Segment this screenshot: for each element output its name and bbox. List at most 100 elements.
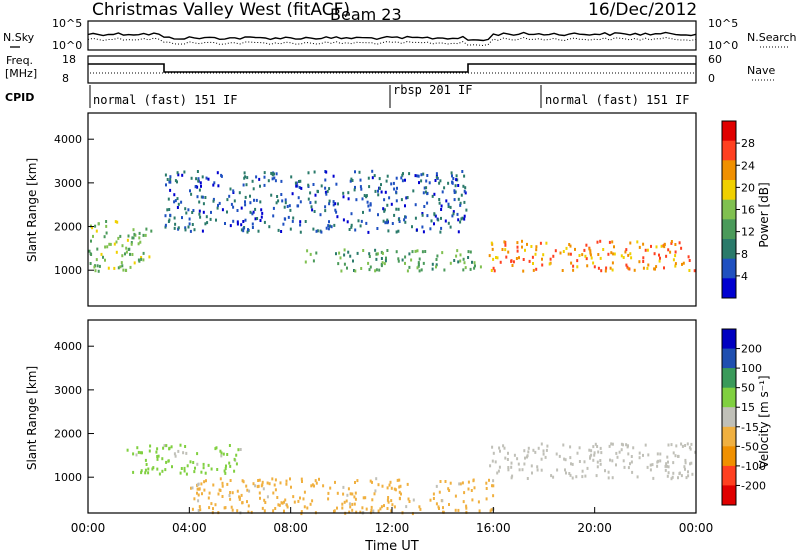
- power-cell-3: [296, 184, 299, 188]
- power-cell-3: [421, 212, 424, 215]
- velocity-cell-1: [147, 467, 150, 471]
- power-cell-1: [678, 241, 681, 245]
- power-cell-3: [164, 214, 167, 218]
- power-cell-3: [251, 226, 254, 229]
- power-cell-2: [462, 268, 465, 272]
- power-cell-2: [467, 250, 470, 254]
- power-cell-1: [534, 252, 537, 256]
- velocity-cell-1: [235, 453, 238, 457]
- power-cell-3: [444, 219, 447, 223]
- power-cell-3: [454, 184, 457, 188]
- power-cell-3: [447, 221, 450, 225]
- velocity-cell-2: [289, 477, 291, 481]
- power-cell-1: [688, 259, 691, 262]
- power-cell-0: [95, 229, 98, 233]
- power-cell-3: [426, 174, 429, 177]
- power-cell-1: [552, 254, 555, 258]
- freq-tick-bottom: 8: [62, 72, 69, 85]
- power-cell-3: [283, 205, 286, 209]
- power-cell-1: [576, 259, 579, 263]
- velocity-cell-2: [435, 484, 438, 488]
- power-cell-3: [174, 179, 177, 183]
- power-cell-3: [192, 209, 195, 212]
- velocity-cell-1: [147, 471, 150, 475]
- power-cell-3: [426, 191, 429, 195]
- power-cell-1: [627, 267, 630, 271]
- velocity-cell-0: [546, 444, 549, 448]
- power-cell-2: [479, 265, 482, 269]
- power-cell-1: [642, 242, 645, 246]
- power-cell-3: [284, 217, 287, 221]
- power-cell-1: [633, 268, 636, 272]
- velocity-cell-2: [365, 507, 368, 511]
- power-cell-3: [291, 219, 294, 223]
- power-cell-3: [244, 195, 247, 199]
- velocity-cell-2: [336, 491, 339, 495]
- power-cell-1: [576, 265, 579, 269]
- velocity-cell-2: [196, 491, 198, 495]
- power-cell-0: [137, 258, 140, 262]
- power-cell-2: [404, 255, 407, 259]
- power-cell-3: [316, 189, 319, 193]
- power-cell-3: [199, 181, 202, 185]
- power-cell-3: [230, 202, 233, 206]
- power-cell-3: [406, 196, 409, 199]
- velocity-cell-2: [214, 503, 217, 507]
- power-cell-3: [398, 220, 401, 223]
- power-cell-3: [207, 177, 210, 181]
- velocity-cell-1: [135, 453, 138, 457]
- velocity-cell-2: [247, 510, 250, 514]
- velocity-cell-1: [228, 444, 231, 447]
- power-cell-0: [132, 228, 135, 232]
- velocity-cell-2: [272, 509, 275, 513]
- velocity-cell-1: [156, 447, 159, 451]
- velocity-cell-0: [545, 448, 548, 452]
- velocity-cell-2: [191, 486, 194, 490]
- power-cell-2: [435, 263, 438, 267]
- power-cell-1: [655, 245, 658, 249]
- power-cell-3: [270, 193, 273, 197]
- beam-label: Beam 23: [330, 5, 402, 24]
- power-cell-3: [382, 207, 385, 211]
- power-cell-2: [416, 249, 419, 253]
- power-cell-0: [142, 258, 145, 262]
- power-cell-3: [404, 215, 407, 219]
- velocity-cell-0: [504, 456, 507, 460]
- power-cell-3: [289, 227, 292, 231]
- power-cell-1: [549, 257, 552, 261]
- velocity-cell-2: [470, 489, 473, 492]
- power-cell-2: [431, 267, 434, 271]
- power-cell-1: [568, 243, 571, 246]
- power-cell-3: [188, 217, 191, 221]
- power-cell-3: [212, 197, 215, 201]
- velocity-cell-2: [230, 505, 233, 509]
- velocity-cell-0: [689, 447, 692, 451]
- power-cell-3: [232, 219, 235, 223]
- power-cell-1: [492, 257, 495, 261]
- velocity-cell-2: [393, 487, 396, 491]
- power-cell-3: [205, 215, 208, 219]
- velocity-cell-2: [207, 496, 210, 500]
- power-cell-0: [127, 234, 130, 238]
- power-cell-1: [542, 253, 545, 257]
- power-cell-1: [541, 263, 544, 267]
- power-cell-3: [280, 230, 283, 233]
- velocity-cell-2: [246, 500, 248, 504]
- power-cell-3: [229, 224, 232, 228]
- velocity-cell-2: [242, 480, 245, 484]
- power-cell-1: [647, 263, 650, 267]
- power-cell-3: [242, 220, 245, 223]
- velocity-cell-2: [200, 482, 203, 486]
- power-cell-3: [174, 222, 177, 226]
- power-cell-1: [496, 256, 499, 260]
- velocity-cell-1: [156, 457, 159, 461]
- power-cell-1: [585, 243, 588, 247]
- velocity-cell-2: [393, 505, 396, 509]
- velocity-cell-0: [523, 449, 526, 453]
- power-cell-1: [569, 244, 572, 248]
- power-cell-1: [669, 250, 672, 254]
- power-cell-3: [415, 228, 418, 232]
- velocity-cell-0: [502, 444, 505, 448]
- velocity-cell-0: [689, 462, 691, 466]
- power-cell-3: [193, 228, 196, 232]
